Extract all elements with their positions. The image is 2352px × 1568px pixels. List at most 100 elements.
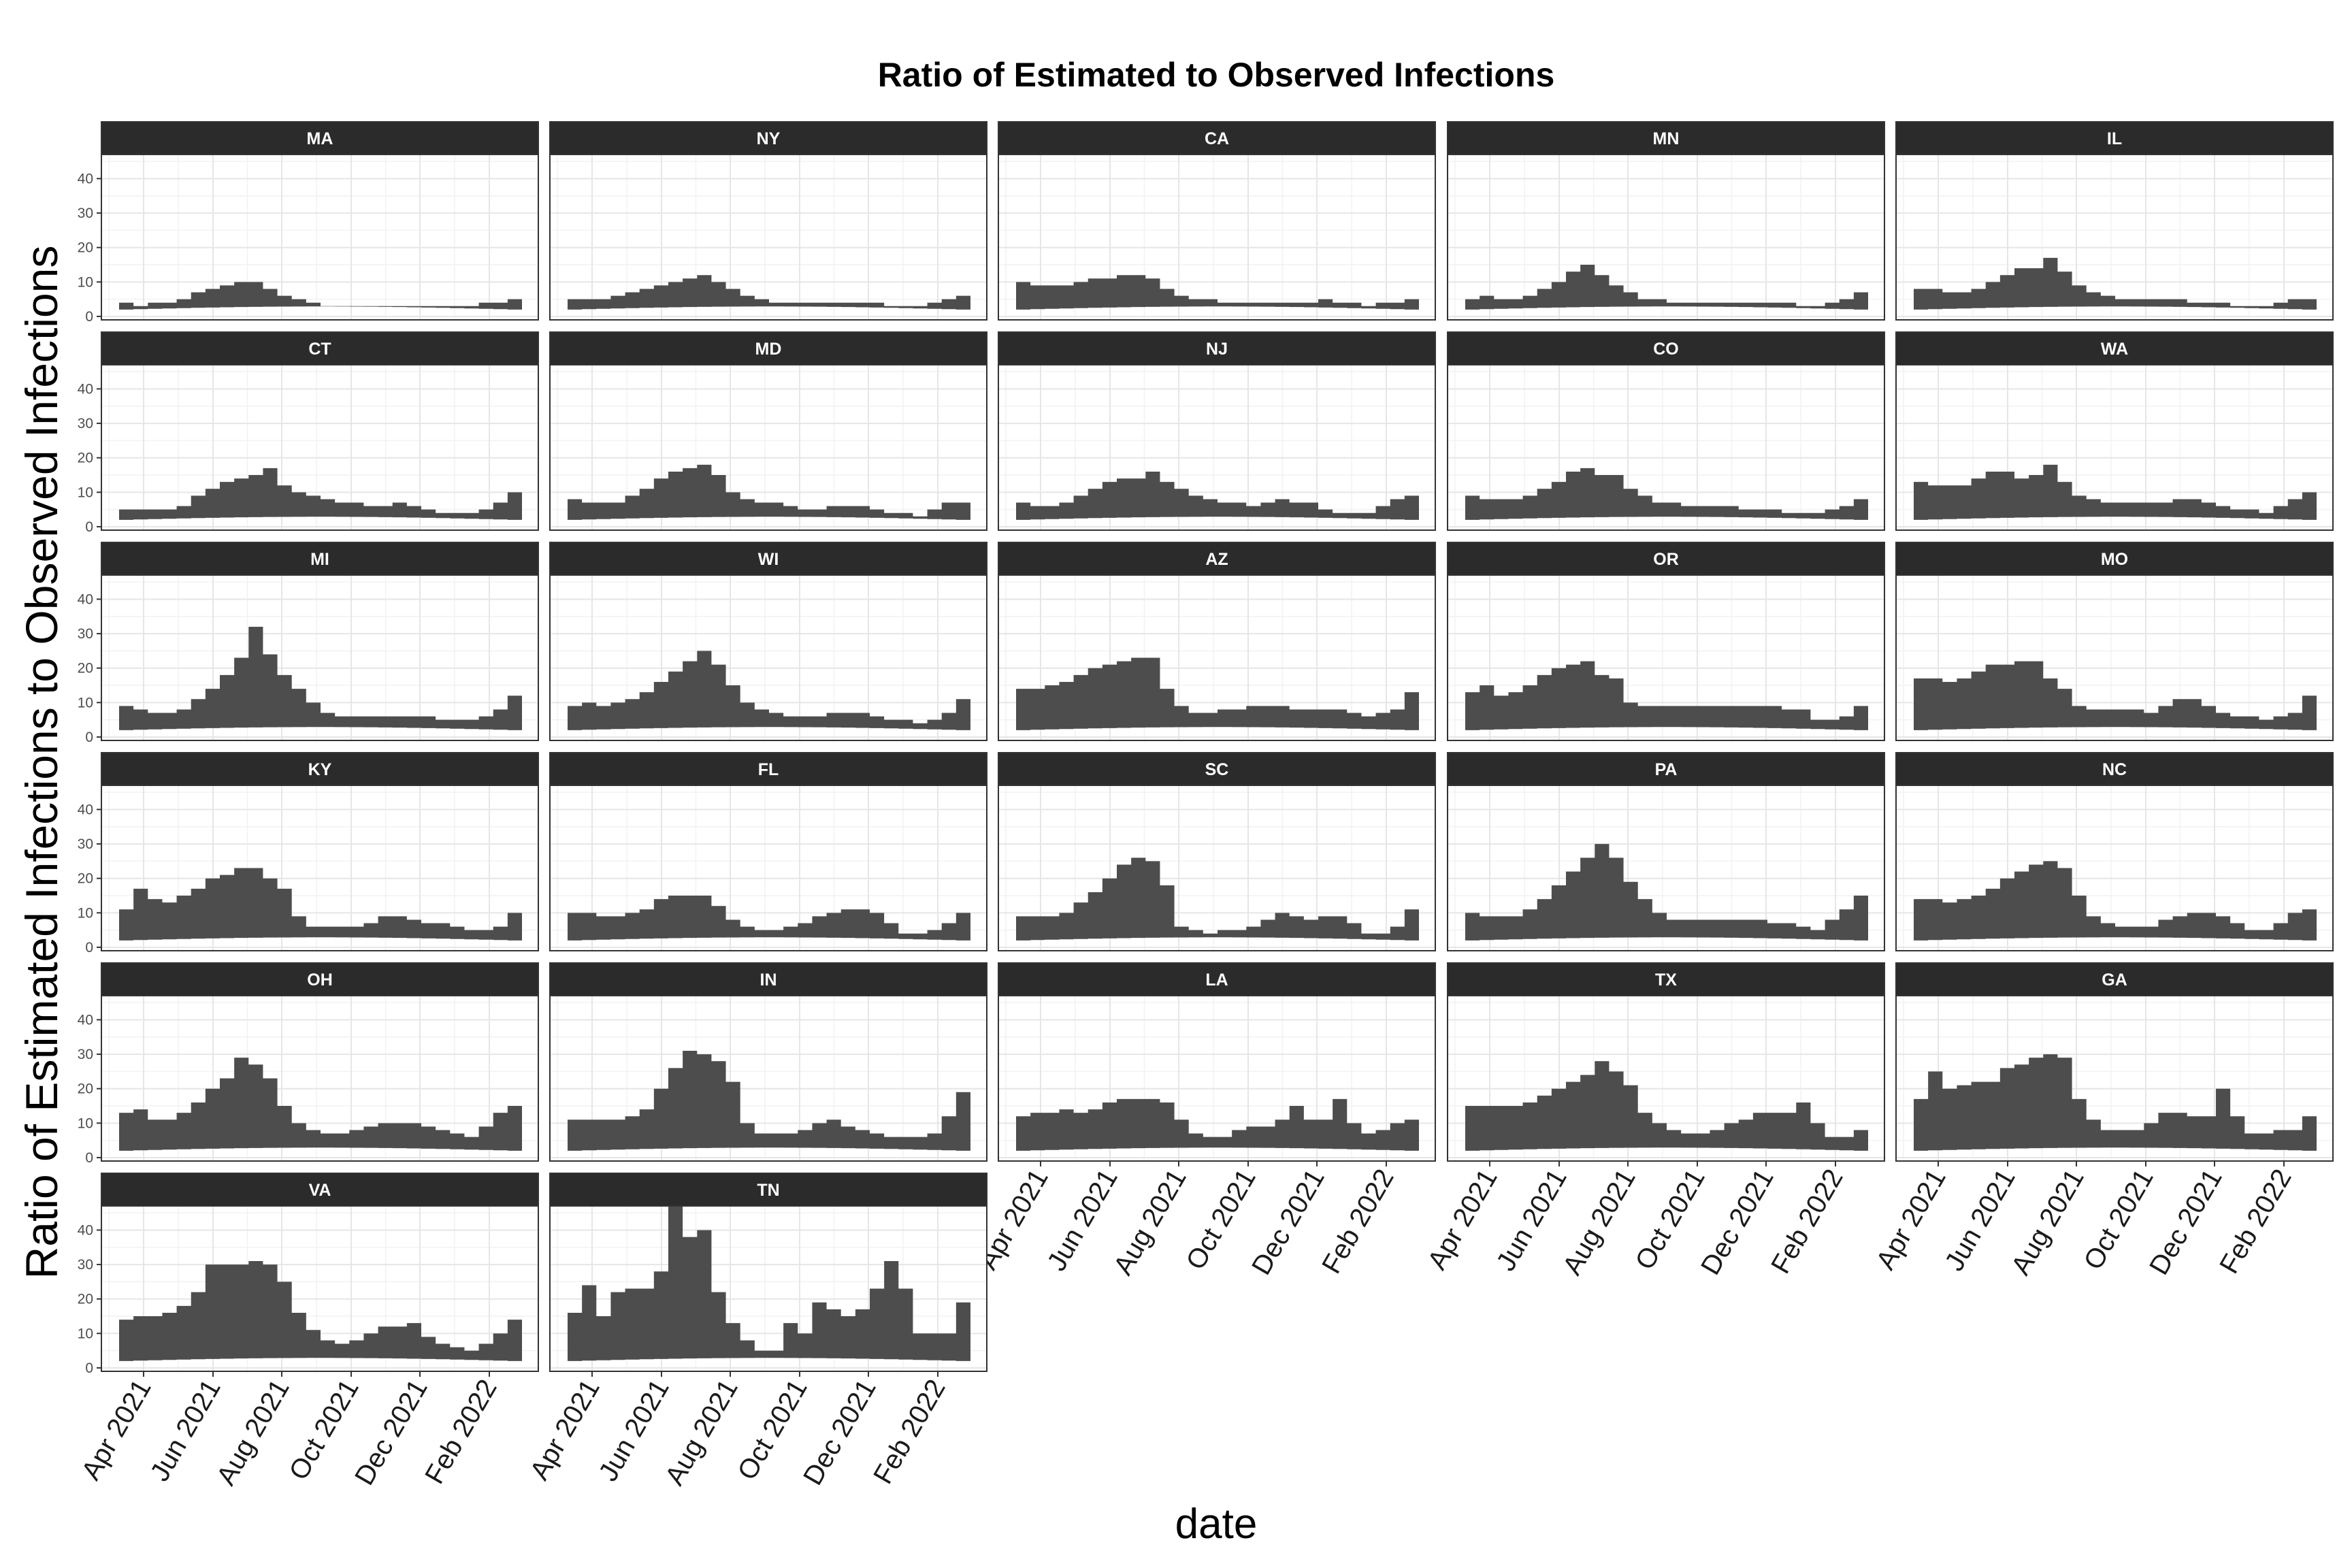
area-ribbon-ca xyxy=(1016,275,1419,310)
facet-strip-pa xyxy=(1447,752,1885,786)
panel-border-il xyxy=(1895,154,2334,321)
y-tick-label: 40 xyxy=(78,591,93,607)
panel-border-co xyxy=(1447,364,1885,531)
area-ribbon-oh xyxy=(119,1058,522,1151)
facet-strip-ca xyxy=(998,121,1436,155)
facet-strip-mo xyxy=(1895,542,2334,576)
y-tick-label: 40 xyxy=(78,1012,93,1028)
facet-strip-tx xyxy=(1447,962,1885,996)
y-tick-label: 20 xyxy=(78,1292,93,1307)
y-tick-label: 30 xyxy=(78,206,93,221)
facet-strip-la xyxy=(998,962,1436,996)
x-tick-label: Apr 2021 xyxy=(525,1375,606,1486)
facet-label-pa: PA xyxy=(1655,760,1678,779)
panel-border-oh xyxy=(101,995,539,1162)
area-ribbon-nj xyxy=(1016,471,1419,520)
facet-label-ma: MA xyxy=(307,129,333,148)
facet-label-ky: KY xyxy=(308,760,332,779)
area-ribbon-tn xyxy=(568,1206,970,1361)
panel-border-az xyxy=(998,574,1436,741)
y-tick-label: 10 xyxy=(78,274,93,290)
facet-label-co: CO xyxy=(1653,340,1679,359)
facet-strip-sc xyxy=(998,752,1436,786)
facet-strip-in xyxy=(549,962,987,996)
facet-strip-nj xyxy=(998,331,1436,365)
panel-border-mn xyxy=(1447,154,1885,321)
facet-strip-mi xyxy=(101,542,539,576)
y-tick-label: 40 xyxy=(78,1222,93,1238)
panel-border-in xyxy=(549,995,987,1162)
facet-label-tx: TX xyxy=(1655,970,1677,990)
facet-label-mi: MI xyxy=(310,550,329,569)
y-tick-label: 20 xyxy=(78,240,93,256)
y-tick-label: 0 xyxy=(85,1360,93,1376)
panel-border-ct xyxy=(101,364,539,531)
facet-strip-ky xyxy=(101,752,539,786)
facet-label-la: LA xyxy=(1205,970,1228,990)
facet-label-wa: WA xyxy=(2101,340,2128,359)
facet-label-md: MD xyxy=(755,340,782,359)
panel-border-md xyxy=(549,364,987,531)
facet-strip-or xyxy=(1447,542,1885,576)
facet-label-ct: CT xyxy=(308,340,331,359)
area-ribbon-tx xyxy=(1465,1061,1868,1151)
area-ribbon-il xyxy=(1914,257,2317,310)
panel-border-or xyxy=(1447,574,1885,741)
area-ribbon-in xyxy=(568,1051,970,1151)
panel-border-pa xyxy=(1447,785,1885,951)
facet-strip-tn xyxy=(549,1173,987,1207)
y-tick-label: 20 xyxy=(78,1081,93,1097)
y-tick-label: 10 xyxy=(78,695,93,710)
panel-background-ny xyxy=(550,154,987,320)
facet-label-ga: GA xyxy=(2102,970,2127,990)
x-tick-label: Apr 2021 xyxy=(76,1375,157,1486)
facet-label-sc: SC xyxy=(1205,760,1229,779)
facet-label-mn: MN xyxy=(1653,129,1680,148)
facet-strip-ct xyxy=(101,331,539,365)
y-tick-label: 30 xyxy=(78,836,93,852)
panel-border-nc xyxy=(1895,785,2334,951)
panel-border-wi xyxy=(549,574,987,741)
facet-strip-mn xyxy=(1447,121,1885,155)
area-ribbon-az xyxy=(1016,657,1419,730)
panel-border-mo xyxy=(1895,574,2334,741)
facet-strip-fl xyxy=(549,752,987,786)
y-tick-label: 10 xyxy=(78,1326,93,1341)
y-tick-label: 20 xyxy=(78,661,93,676)
x-axis-label: date xyxy=(1175,1501,1258,1548)
y-tick-label: 30 xyxy=(78,416,93,431)
facet-label-tn: TN xyxy=(757,1181,779,1200)
facet-label-wi: WI xyxy=(758,550,779,569)
y-tick-label: 0 xyxy=(85,519,93,535)
y-tick-label: 0 xyxy=(85,730,93,745)
y-tick-label: 10 xyxy=(78,905,93,921)
facet-strip-nc xyxy=(1895,752,2334,786)
facet-strip-oh xyxy=(101,962,539,996)
facet-label-il: IL xyxy=(2107,129,2122,148)
facet-label-ca: CA xyxy=(1205,129,1229,148)
panel-border-fl xyxy=(549,785,987,951)
area-ribbon-fl xyxy=(568,896,970,941)
facet-strip-co xyxy=(1447,331,1885,365)
panel-border-tn xyxy=(549,1205,987,1372)
facet-panels: MA 0 10 20 30 40 NY CA MN IL CT 0 10 20 30 40 MD NJ CO WA MI… xyxy=(76,121,2334,1490)
y-tick-label: 30 xyxy=(78,1257,93,1273)
panel-border-ky xyxy=(101,785,539,951)
area-ribbon-va xyxy=(119,1261,522,1361)
panel-border-ca xyxy=(998,154,1436,321)
area-ribbon-co xyxy=(1465,468,1868,520)
facet-strip-md xyxy=(549,331,987,365)
y-tick-label: 30 xyxy=(78,1047,93,1062)
area-ribbon-ga xyxy=(1914,1054,2317,1151)
y-tick-label: 40 xyxy=(78,171,93,186)
area-ribbon-or xyxy=(1465,661,1868,730)
area-ribbon-wi xyxy=(568,651,970,730)
panel-border-tx xyxy=(1447,995,1885,1162)
y-tick-label: 0 xyxy=(85,940,93,956)
y-tick-label: 10 xyxy=(78,485,93,500)
area-ribbon-wa xyxy=(1914,464,2317,520)
panel-background-mn xyxy=(1448,154,1884,320)
panel-border-wa xyxy=(1895,364,2334,531)
y-tick-label: 10 xyxy=(78,1115,93,1131)
